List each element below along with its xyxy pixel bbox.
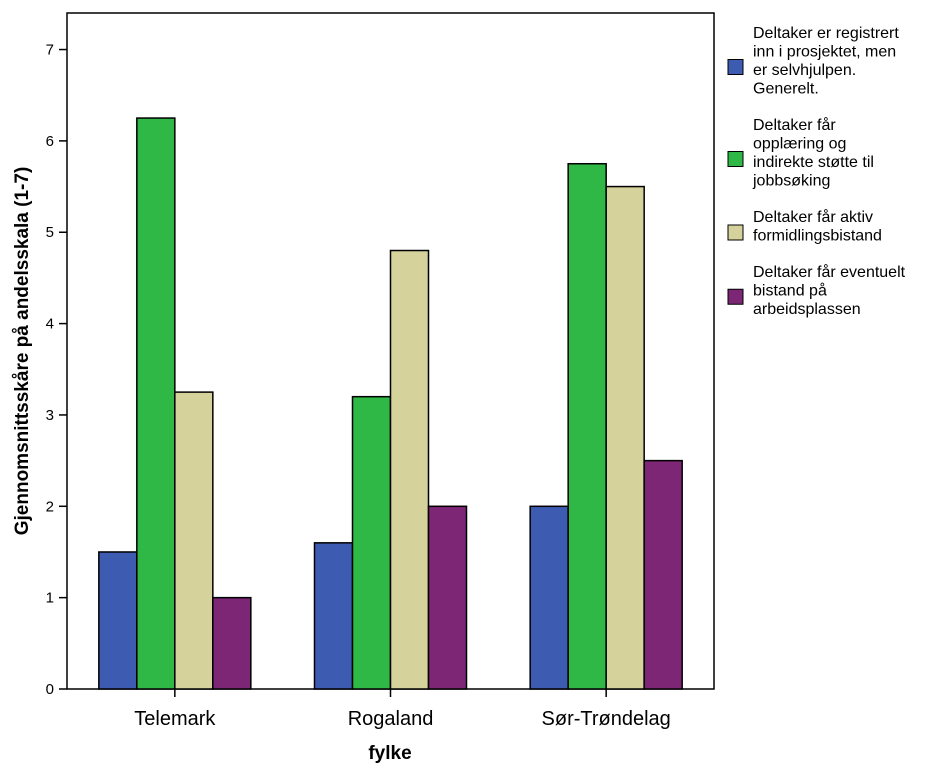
legend-label: Deltaker får eventuelt — [753, 263, 906, 281]
y-tick-label: 1 — [46, 590, 54, 607]
legend-item-3: Deltaker får aktiv formidlingsbistand — [727, 208, 882, 245]
bar-rogaland-series-4 — [427, 505, 468, 690]
x-axis-title: fylke — [368, 743, 411, 764]
y-axis-title: Gjennomsnittsskåre på andelsskala (1-7) — [12, 167, 33, 536]
y-tick-label: 2 — [46, 498, 54, 515]
legend-swatch — [727, 224, 744, 241]
legend-label: arbeidsplassen — [753, 301, 861, 318]
legend-item-1: Deltaker er registrert inn i prosjektet, … — [727, 25, 899, 98]
bar-telemark-series-2 — [136, 117, 176, 690]
y-tick-label: 5 — [46, 224, 54, 241]
y-tick-label: 3 — [46, 407, 54, 424]
legend-label: bistand på — [753, 282, 827, 300]
bar-rogaland-series-1 — [313, 542, 354, 690]
bar-rogaland-series-2 — [351, 395, 392, 690]
bar-telemark-series-3 — [174, 391, 214, 690]
legend-label: Deltaker får — [753, 116, 836, 134]
x-axis: Telemark Rogaland Sør-Trøndelag — [134, 689, 671, 730]
bar-telemark-series-4 — [212, 596, 252, 690]
legend-label: Generelt. — [753, 81, 819, 98]
legend-swatch — [727, 288, 744, 305]
x-tick-label: Telemark — [134, 708, 216, 730]
y-tick-label: 7 — [46, 42, 54, 59]
bar-s-r-tr-ndelag-series-3 — [605, 185, 645, 690]
legend-label: jobbsøking — [752, 173, 830, 190]
y-axis: 0 1 2 3 4 5 6 7 — [46, 42, 67, 698]
legend-label: indirekte støtte til — [753, 154, 874, 171]
y-tick-label: 4 — [46, 316, 54, 333]
bar-s-r-tr-ndelag-series-4 — [643, 459, 683, 690]
y-tick-label: 6 — [46, 133, 54, 150]
x-tick-label: Rogaland — [348, 708, 434, 730]
y-tick-label: 0 — [46, 681, 54, 698]
legend-label: Deltaker er registrert — [753, 25, 899, 42]
bar-s-r-tr-ndelag-series-1 — [529, 505, 569, 690]
bar-s-r-tr-ndelag-series-2 — [567, 162, 607, 690]
legend-label: opplæring og — [753, 136, 846, 153]
legend-swatch — [727, 59, 744, 75]
legend-label: er selvhjulpen. — [753, 62, 856, 79]
legend: Deltaker er registrert inn i prosjektet, … — [727, 25, 906, 318]
bars-group — [98, 117, 683, 690]
legend-label: Deltaker får aktiv — [753, 208, 873, 226]
bar-telemark-series-1 — [98, 551, 138, 690]
x-tick-label: Sør-Trøndelag — [542, 708, 671, 730]
bar-rogaland-series-3 — [389, 249, 430, 690]
legend-label: formidlingsbistand — [753, 228, 882, 245]
legend-swatch — [727, 151, 744, 167]
legend-label: inn i prosjektet, men — [753, 44, 896, 61]
